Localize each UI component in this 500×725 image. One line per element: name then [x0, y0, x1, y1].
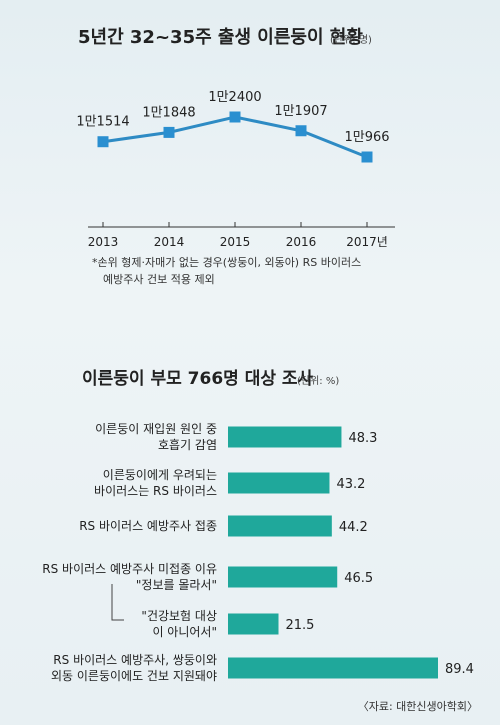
bar-value-label: 44.2	[339, 520, 368, 535]
bar-category-label: 바이러스는 RS 바이러스	[94, 484, 217, 498]
bar-category-label: 외동 이른둥이에도 건보 지원돼야	[51, 669, 217, 683]
data-point-2015	[229, 111, 241, 123]
bar-5	[228, 657, 438, 679]
data-label: 1만1514	[76, 115, 129, 130]
x-tick-label: 2014	[154, 235, 185, 249]
line-chart-title: 5년간 32~35주 출생 이른둥이 현황	[78, 27, 363, 48]
bar-chart-unit: (단위: %)	[297, 374, 339, 387]
footnote-line-2: 예방주사 건보 적용 제외	[103, 273, 215, 286]
bar-4	[228, 613, 279, 635]
x-tick-label: 2016	[286, 235, 317, 249]
data-label: 1만966	[344, 130, 389, 145]
bar-1	[228, 472, 330, 494]
data-point-2013	[97, 136, 109, 148]
bar-category-label: 호흡기 감염	[158, 438, 217, 452]
data-label: 1만1907	[274, 104, 327, 119]
line-chart: 1만1514 1만1848 1만2400 1만1907 1만966	[76, 90, 390, 163]
bar-category-label: 이른둥이 재입원 원인 중	[95, 422, 217, 436]
bar-category-label: "건강보험 대상	[141, 609, 217, 623]
bar-category-label: RS 바이러스 예방주사 접종	[79, 519, 217, 533]
data-point-2016	[295, 125, 307, 137]
bar-value-label: 89.4	[445, 662, 474, 677]
x-tick-label: 2017년	[346, 235, 388, 249]
x-tick-label: 2013	[88, 235, 119, 249]
line-chart-unit: (단위: 명)	[330, 33, 372, 46]
bar-value-label: 43.2	[336, 477, 365, 492]
x-axis-ticks: 2013 2014 2015 2016 2017년	[88, 222, 388, 249]
x-tick-label: 2015	[220, 235, 251, 249]
bar-category-label: "정보를 몰라서"	[136, 578, 217, 592]
bar-category-label: RS 바이러스 예방주사, 쌍둥이와	[53, 653, 217, 667]
bar-chart-title: 이른둥이 부모 766명 대상 조사	[82, 369, 314, 389]
bar-0	[228, 426, 342, 448]
bar-3	[228, 566, 338, 588]
bar-category-label: RS 바이러스 예방주사 미접종 이유	[42, 562, 217, 576]
series-line	[102, 115, 368, 159]
bar-2	[228, 515, 332, 537]
bar-category-label: 이른둥이에게 우려되는	[103, 468, 217, 482]
data-point-2014	[163, 126, 175, 138]
bar-category-label: 이 아니어서"	[152, 625, 217, 639]
bar-value-label: 48.3	[348, 431, 377, 446]
reason-bracket	[111, 584, 124, 621]
bar-value-label: 46.5	[344, 571, 373, 586]
bar-value-label: 21.5	[286, 618, 315, 633]
data-label: 1만2400	[208, 90, 261, 105]
data-point-2017년	[361, 151, 373, 163]
data-label: 1만1848	[142, 105, 195, 120]
source-note: 〈자료: 대한신생아학회〉	[358, 700, 478, 713]
footnote-line-1: *손위 형제·자매가 없는 경우(쌍둥이, 외동아) RS 바이러스	[92, 256, 361, 269]
